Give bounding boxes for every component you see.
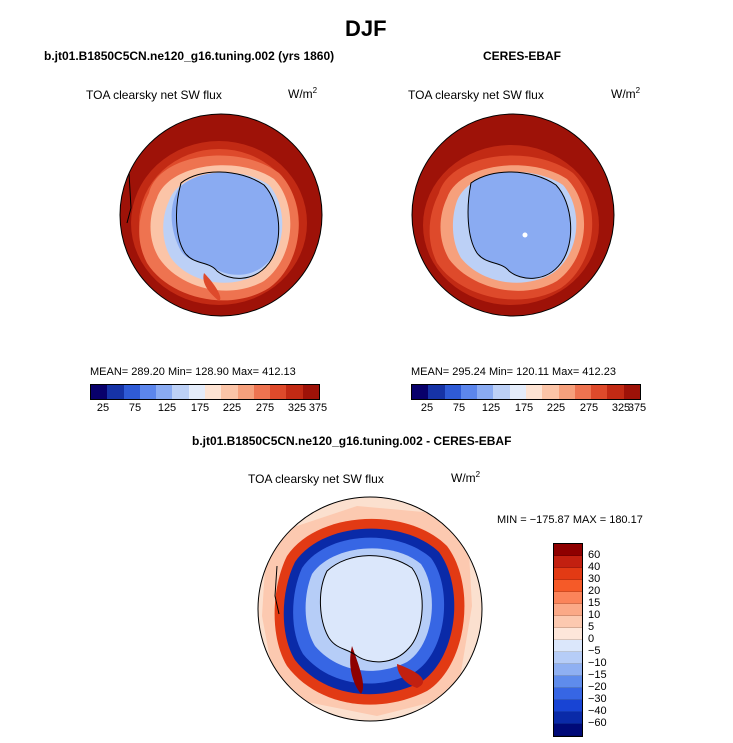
left-colorbar-bin — [204, 385, 222, 399]
right-panel-stats: MEAN= 295.24 Min= 120.11 Max= 412.23 — [411, 366, 616, 378]
left-tick-label: 175 — [190, 402, 210, 414]
right-colorbar-bin — [412, 385, 429, 399]
diff-tick-label: 0 — [588, 633, 595, 645]
left-tick-label: 125 — [157, 402, 177, 414]
left-panel-units: W/m2 — [288, 86, 318, 101]
right-colorbar-bin — [460, 385, 478, 399]
right-tick-label: 375 — [627, 402, 647, 414]
diff-colorbar-bin — [554, 700, 582, 712]
left-colorbar-bin — [286, 385, 303, 399]
diff-tick-label: 10 — [588, 609, 601, 621]
left-colorbar-bin — [139, 385, 157, 399]
diff-tick-label: −15 — [588, 669, 607, 681]
right-tick-label: 175 — [514, 402, 534, 414]
right-colorbar-bin — [428, 385, 445, 399]
left-colorbar-bin — [253, 385, 271, 399]
left-colorbar-bin — [302, 385, 319, 399]
left-panel-subtitle: b.jt01.B1850C5CN.ne120_g16.tuning.002 (y… — [44, 49, 335, 63]
right-tick-label: 325 — [611, 402, 631, 414]
difference-map — [257, 496, 483, 722]
right-colorbar-bin — [558, 385, 575, 399]
left-colorbar-bin — [237, 385, 254, 399]
diff-colorbar-bin — [554, 676, 582, 688]
left-colorbar-bin — [221, 385, 238, 399]
diff-tick-label: −10 — [588, 657, 607, 669]
left-tick-label: 325 — [287, 402, 307, 414]
diff-tick-label: 5 — [588, 621, 595, 633]
bottom-panel-units: W/m2 — [451, 470, 481, 485]
left-tick-label: 25 — [96, 402, 110, 414]
diff-tick-label: 40 — [588, 561, 601, 573]
left-colorbar-bin — [270, 385, 287, 399]
right-panel-subtitle: CERES-EBAF — [483, 49, 562, 63]
right-tick-label: 125 — [481, 402, 501, 414]
diff-colorbar-bin — [554, 604, 582, 616]
left-tick-label: 275 — [255, 402, 275, 414]
diff-colorbar-bin — [554, 712, 582, 724]
right-colorbar-bin — [525, 385, 543, 399]
left-map — [119, 113, 323, 317]
diff-tick-label: 20 — [588, 585, 601, 597]
diff-colorbar-bin — [554, 544, 582, 556]
diff-tick-label: 30 — [588, 573, 601, 585]
diff-colorbar-bin — [554, 556, 582, 568]
diff-colorbar-bin — [554, 652, 582, 664]
diff-tick-label: −20 — [588, 681, 607, 693]
left-colorbar-bin — [107, 385, 124, 399]
diff-tick-label: −60 — [588, 717, 607, 729]
diff-tick-label: 15 — [588, 597, 601, 609]
left-colorbar-bin — [188, 385, 205, 399]
right-colorbar-ticks: 25 75 125 175 225 275 325 375 — [411, 402, 646, 416]
left-colorbar-bin — [91, 385, 108, 399]
left-tick-label: 75 — [128, 402, 142, 414]
right-tick-label: 275 — [579, 402, 599, 414]
left-panel-variable: TOA clearsky net SW flux — [86, 88, 222, 102]
left-colorbar-ticks: 25 75 125 175 225 275 325 375 — [90, 402, 327, 416]
diff-colorbar-bin — [554, 580, 582, 592]
diff-tick-label: −5 — [588, 645, 601, 657]
left-colorbar — [90, 384, 320, 400]
right-colorbar-bin — [509, 385, 526, 399]
right-tick-label: 25 — [420, 402, 434, 414]
difference-colorbar-ticks: 60 40 30 20 15 10 5 0 −5 −10 −15 −20 −30… — [588, 543, 628, 735]
right-tick-label: 75 — [452, 402, 466, 414]
right-colorbar-bin — [591, 385, 608, 399]
diff-colorbar-bin — [554, 568, 582, 580]
diff-colorbar-bin — [554, 592, 582, 604]
right-map — [411, 113, 615, 317]
right-colorbar — [411, 384, 641, 400]
right-colorbar-bin — [607, 385, 624, 399]
bottom-panel-stats: MIN = −175.87 MAX = 180.17 — [497, 514, 643, 526]
diff-tick-label: 60 — [588, 549, 601, 561]
diff-colorbar-bin — [554, 724, 582, 736]
right-colorbar-bin — [493, 385, 510, 399]
diff-tick-label: −40 — [588, 705, 607, 717]
diff-colorbar-bin — [554, 664, 582, 676]
right-panel-units: W/m2 — [611, 86, 641, 101]
diff-tick-label: −30 — [588, 693, 607, 705]
left-panel-stats: MEAN= 289.20 Min= 128.90 Max= 412.13 — [90, 366, 296, 378]
diff-colorbar-bin — [554, 616, 582, 628]
left-colorbar-bin — [123, 385, 140, 399]
left-colorbar-bin — [156, 385, 173, 399]
right-colorbar-bin — [574, 385, 592, 399]
left-colorbar-bin — [172, 385, 189, 399]
diff-colorbar-bin — [554, 628, 582, 640]
right-tick-label: 225 — [546, 402, 566, 414]
right-colorbar-bin — [444, 385, 461, 399]
right-colorbar-bin — [477, 385, 494, 399]
difference-colorbar — [553, 543, 583, 737]
left-tick-label: 225 — [222, 402, 242, 414]
diff-colorbar-bin — [554, 640, 582, 652]
bottom-panel-subtitle: b.jt01.B1850C5CN.ne120_g16.tuning.002 - … — [192, 434, 512, 448]
right-panel-variable: TOA clearsky net SW flux — [408, 88, 544, 102]
right-colorbar-bin — [542, 385, 559, 399]
diff-colorbar-bin — [554, 688, 582, 700]
bottom-panel-variable: TOA clearsky net SW flux — [248, 472, 384, 486]
left-tick-label: 375 — [308, 402, 328, 414]
right-colorbar-bin — [623, 385, 640, 399]
figure-title: DJF — [345, 16, 387, 41]
